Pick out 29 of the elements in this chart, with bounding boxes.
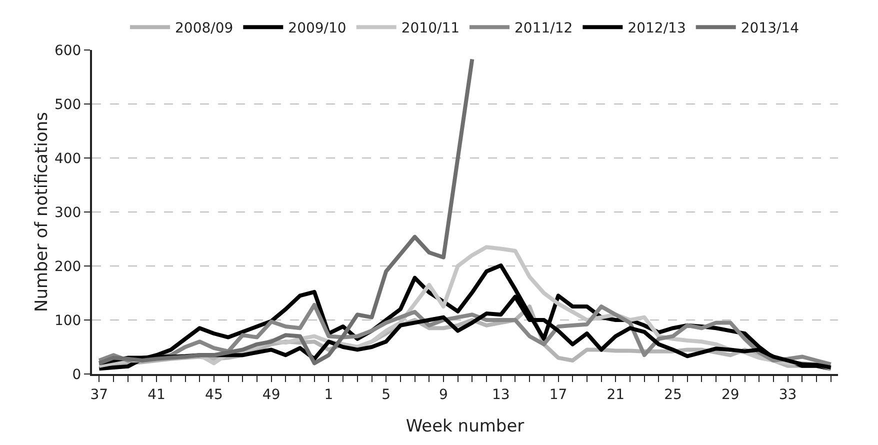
x-tick-label: 5: [382, 386, 391, 403]
y-tick-label: 0: [72, 366, 82, 383]
y-tick-label: 200: [54, 258, 82, 275]
legend-label: 2011/12: [514, 20, 573, 37]
x-tick-label: 25: [664, 386, 682, 403]
y-tick-label: 400: [54, 150, 82, 167]
y-tick-label: 500: [54, 96, 82, 113]
x-tick-label: 21: [606, 386, 625, 403]
legend-label: 2012/13: [628, 20, 686, 37]
y-tick-label: 600: [54, 42, 82, 59]
x-tick-label: 37: [90, 386, 108, 403]
y-axis-title: Number of notifications: [32, 112, 52, 312]
x-tick-label: 29: [721, 386, 740, 403]
legend-label: 2013/14: [740, 20, 800, 37]
x-tick-label: 33: [778, 386, 797, 403]
legend-label: 2008/09: [175, 20, 234, 37]
x-tick-label: 1: [324, 386, 334, 403]
legend-label: 2010/11: [401, 20, 460, 37]
x-tick-label: 41: [148, 386, 166, 403]
x-tick-label: 17: [549, 386, 568, 403]
x-tick-label: 9: [439, 386, 448, 403]
x-tick-label: 49: [262, 386, 280, 403]
x-axis-title: Week number: [406, 416, 524, 437]
x-tick-label: 13: [492, 386, 510, 403]
legend-label: 2009/10: [288, 20, 346, 37]
y-tick-label: 300: [54, 204, 82, 221]
line-series: [97, 57, 474, 366]
x-tick-label: 45: [205, 386, 223, 403]
y-tick-label: 100: [54, 312, 82, 329]
